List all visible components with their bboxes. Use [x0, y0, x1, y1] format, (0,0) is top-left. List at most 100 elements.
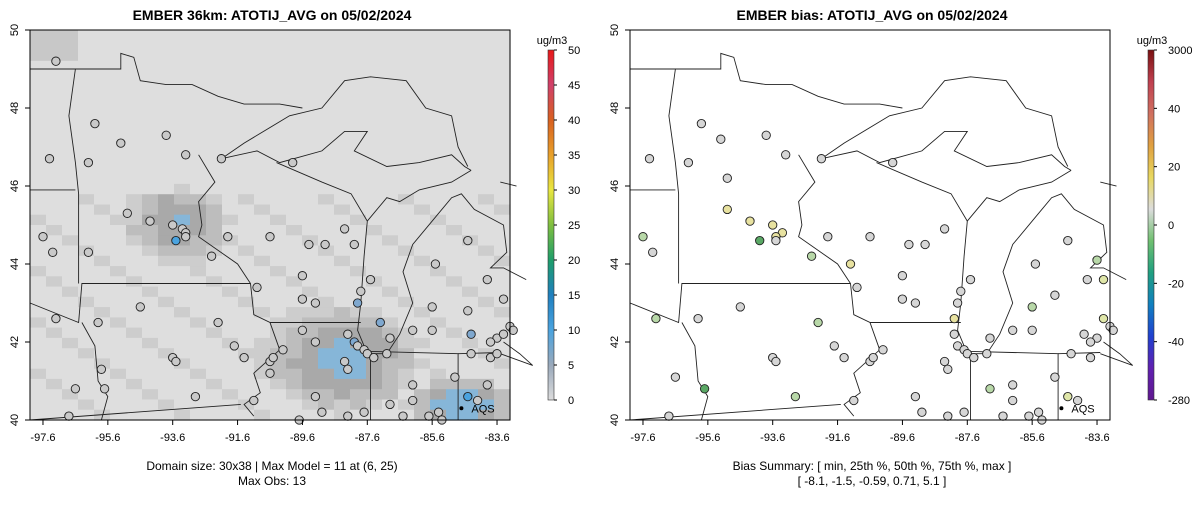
grid-cell	[174, 142, 191, 154]
grid-cell	[110, 296, 127, 308]
grid-cell	[366, 101, 383, 113]
grid-cell	[46, 235, 63, 247]
grid-cell	[62, 296, 79, 308]
grid-cell	[222, 286, 239, 298]
grid-cell	[382, 101, 399, 113]
grid-cell	[62, 163, 79, 175]
grid-cell	[222, 368, 239, 380]
grid-cell	[398, 183, 415, 195]
x-tick-label: -87.6	[355, 432, 380, 444]
grid-cell	[446, 266, 463, 277]
grid-cell	[446, 60, 463, 72]
monitor-site	[375, 317, 385, 328]
grid-cell	[206, 214, 223, 226]
grid-cell	[142, 235, 159, 247]
grid-cell	[350, 307, 367, 318]
grid-cell	[30, 389, 47, 401]
grid-cell	[462, 255, 479, 267]
grid-cell	[62, 358, 79, 370]
grid-cell	[302, 91, 319, 103]
grid-cell	[478, 307, 495, 318]
grid-cell	[126, 348, 143, 360]
grid-cell	[30, 358, 47, 370]
grid-cell	[190, 409, 207, 421]
grid-cell	[270, 40, 287, 52]
grid-cell	[302, 40, 319, 52]
grid-cell	[126, 81, 143, 93]
grid-cell	[366, 368, 383, 380]
grid-cell	[270, 276, 287, 288]
grid-cell	[142, 50, 159, 62]
grid-cell	[78, 235, 95, 247]
grid-cell	[94, 307, 111, 318]
grid-cell	[286, 368, 303, 380]
grid-cell	[446, 91, 463, 103]
grid-cell	[350, 348, 367, 360]
grid-cell	[222, 378, 239, 390]
grid-cell	[110, 194, 127, 206]
grid-cell	[110, 50, 127, 62]
grid-cell	[174, 173, 191, 185]
grid-cell	[46, 389, 63, 401]
grid-cell	[126, 317, 143, 329]
grid-cell	[302, 245, 319, 257]
grid-cell	[334, 60, 351, 72]
grid-cell	[462, 163, 479, 175]
monitor-site	[51, 313, 61, 324]
grid-cell	[126, 204, 143, 216]
grid-cell	[206, 399, 223, 411]
grid-cell	[302, 276, 319, 288]
grid-cell	[110, 101, 127, 113]
grid-cell	[334, 81, 351, 93]
grid-cell	[334, 40, 351, 52]
grid-cell	[62, 194, 79, 206]
grid-cell	[334, 389, 351, 401]
grid-cell	[382, 225, 399, 236]
grid-cell	[46, 368, 63, 380]
monitor-site	[1024, 411, 1034, 421]
grid-cell	[462, 91, 479, 103]
monitor-site	[70, 384, 81, 394]
grid-cell	[446, 71, 463, 82]
grid-cell	[46, 60, 63, 72]
grid-cell	[158, 71, 175, 82]
monitor-site	[699, 384, 710, 394]
grid-cell	[494, 276, 511, 288]
grid-cell	[158, 235, 175, 247]
grid-cell	[238, 183, 255, 195]
bias-map: AQS	[629, 30, 1134, 425]
grid-cell	[238, 368, 255, 380]
grid-cell	[126, 399, 143, 411]
grid-cell	[110, 122, 127, 134]
monitor-site	[171, 235, 181, 246]
monitor-site	[755, 235, 765, 246]
grid-cell	[190, 337, 207, 349]
grid-cell	[126, 60, 143, 72]
grid-cell	[350, 91, 367, 103]
grid-cell	[46, 266, 63, 277]
colorbar-tick-label: -20	[1168, 278, 1184, 290]
grid-cell	[254, 317, 271, 329]
monitor-site	[1033, 407, 1044, 417]
grid-cell	[110, 245, 127, 257]
grid-cell	[206, 235, 223, 247]
grid-cell	[494, 214, 511, 226]
grid-cell	[78, 337, 95, 349]
monitor-site	[339, 356, 350, 367]
grid-cell	[494, 112, 511, 123]
grid-cell	[78, 409, 95, 421]
grid-cell	[238, 286, 255, 298]
grid-cell	[174, 122, 191, 134]
monitor-site	[482, 380, 492, 390]
grid-cell	[318, 214, 335, 226]
grid-cell	[462, 101, 479, 113]
concentration-figure: EMBER 36km: ATOTIJ_AVG on 05/02/2024 AQS…	[9, 7, 580, 488]
grid-cell	[270, 142, 287, 154]
grid-cell	[478, 122, 495, 134]
grid-cell	[46, 194, 63, 206]
grid-cell	[270, 183, 287, 195]
grid-cell	[446, 389, 463, 401]
grid-cell	[494, 307, 511, 318]
monitor-site	[985, 333, 995, 343]
grid-cell	[222, 194, 239, 206]
